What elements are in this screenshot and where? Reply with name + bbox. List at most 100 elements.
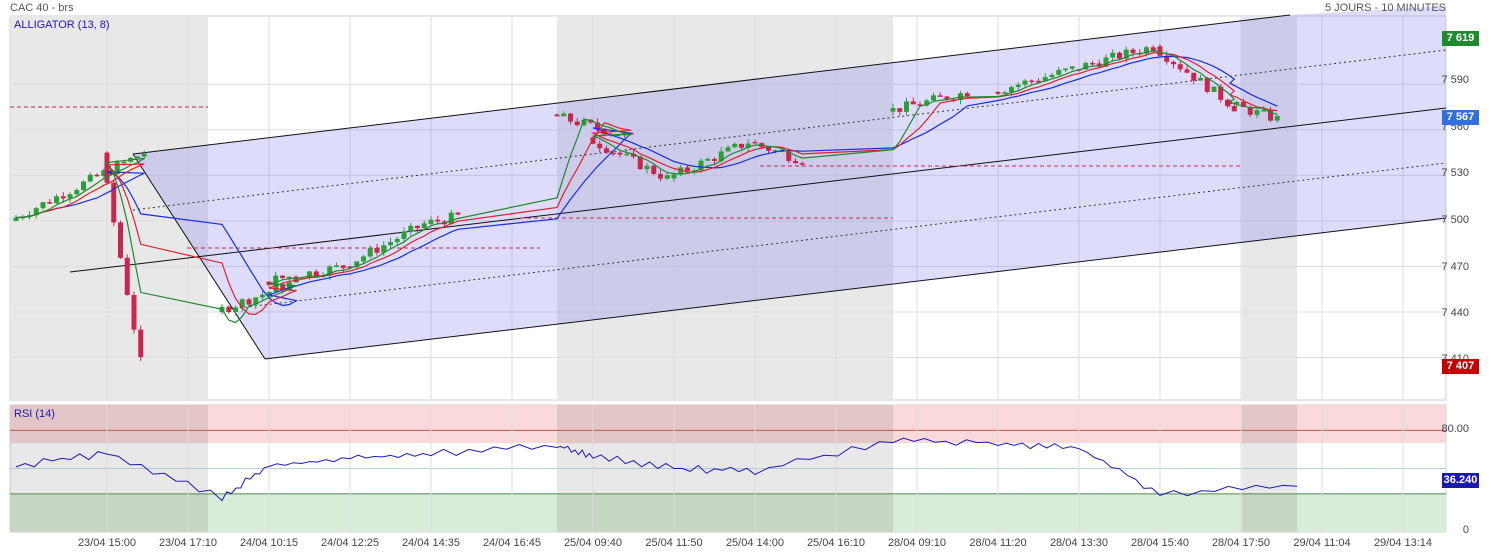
rsi-overbought-zone xyxy=(10,405,1446,444)
candle xyxy=(121,161,127,164)
candle xyxy=(455,212,461,215)
time-label: 25/04 14:00 xyxy=(725,537,785,549)
candle xyxy=(280,284,286,291)
candle xyxy=(1231,106,1237,112)
candle xyxy=(266,292,272,295)
candle xyxy=(131,295,137,330)
candle xyxy=(101,170,107,177)
candle xyxy=(664,175,670,179)
candle xyxy=(1150,47,1156,51)
candle xyxy=(1036,80,1041,83)
alligator-teeth xyxy=(15,52,1278,315)
candle xyxy=(772,150,778,152)
time-label: 28/04 11:20 xyxy=(969,537,1027,549)
price-tick: 7 590 xyxy=(1441,74,1469,86)
candle xyxy=(910,101,916,105)
candle xyxy=(995,91,1001,94)
rsi-value-tag: 36.240 xyxy=(1442,473,1479,488)
session-band xyxy=(557,16,893,400)
candle xyxy=(1090,62,1095,65)
channel-edge xyxy=(132,153,266,360)
candle xyxy=(924,100,930,106)
candle xyxy=(1056,69,1062,75)
candle xyxy=(1198,77,1203,81)
candle xyxy=(307,271,312,278)
time-label: 25/04 16:10 xyxy=(806,537,866,549)
candle xyxy=(904,101,909,112)
candle xyxy=(917,104,923,106)
candle xyxy=(1117,52,1122,59)
candle xyxy=(1015,84,1021,88)
candle xyxy=(568,113,573,122)
candle xyxy=(561,113,567,117)
instrument-title: CAC 40 - brs xyxy=(10,2,74,14)
candle xyxy=(340,265,346,268)
candle xyxy=(1063,68,1068,71)
candle xyxy=(1204,77,1210,92)
candle xyxy=(637,156,643,170)
candle xyxy=(233,307,238,312)
candle xyxy=(1234,101,1240,104)
candle xyxy=(428,219,434,224)
price-tag-low: 7 407 xyxy=(1442,359,1479,374)
candle xyxy=(81,181,86,191)
candle xyxy=(286,276,292,279)
rsi-tick: 0 xyxy=(1462,524,1469,536)
candle xyxy=(347,266,353,268)
candle xyxy=(624,153,630,156)
candle xyxy=(617,152,623,155)
candle xyxy=(273,275,279,285)
candle xyxy=(595,122,600,129)
candle xyxy=(421,223,427,229)
candle xyxy=(581,119,587,126)
candle xyxy=(1022,80,1028,85)
regression-channel xyxy=(133,6,1446,359)
candle xyxy=(766,146,771,151)
candle xyxy=(651,165,657,174)
candle xyxy=(678,167,684,175)
candle xyxy=(698,160,704,171)
candle xyxy=(786,151,792,161)
candle xyxy=(401,231,407,239)
candle xyxy=(239,299,245,308)
candle xyxy=(931,95,936,101)
candle xyxy=(1110,52,1116,58)
candle xyxy=(604,148,609,153)
rsi-oversold-zone xyxy=(10,493,1446,532)
candle xyxy=(415,225,420,229)
candle xyxy=(1241,101,1246,108)
candle xyxy=(799,163,805,165)
candle xyxy=(739,143,744,148)
channel-dotted xyxy=(229,162,1447,310)
price-tick: 7 500 xyxy=(1441,214,1469,226)
candle xyxy=(266,281,272,285)
candle xyxy=(1177,64,1183,70)
candle xyxy=(745,143,751,148)
rsi-line xyxy=(15,437,1298,502)
candle xyxy=(964,93,970,97)
candle xyxy=(47,202,53,204)
candle xyxy=(554,114,560,117)
candle xyxy=(1144,47,1149,54)
candle xyxy=(124,257,130,296)
time-label: 24/04 10:15 xyxy=(239,537,299,549)
candle xyxy=(588,119,594,123)
candle xyxy=(601,128,607,135)
candle xyxy=(725,147,731,152)
candle xyxy=(87,174,93,182)
candle xyxy=(367,247,373,257)
candle xyxy=(597,143,603,149)
candle xyxy=(226,306,232,312)
candle xyxy=(1247,107,1253,115)
time-label: 25/04 09:40 xyxy=(563,537,623,549)
candle xyxy=(1171,61,1176,65)
candle xyxy=(793,160,798,164)
candle xyxy=(394,238,400,243)
alligator-label: ALLIGATOR (13, 8) xyxy=(14,19,110,31)
candle xyxy=(671,174,677,179)
candle xyxy=(361,256,366,262)
candle xyxy=(327,266,333,276)
candle xyxy=(1123,49,1129,59)
